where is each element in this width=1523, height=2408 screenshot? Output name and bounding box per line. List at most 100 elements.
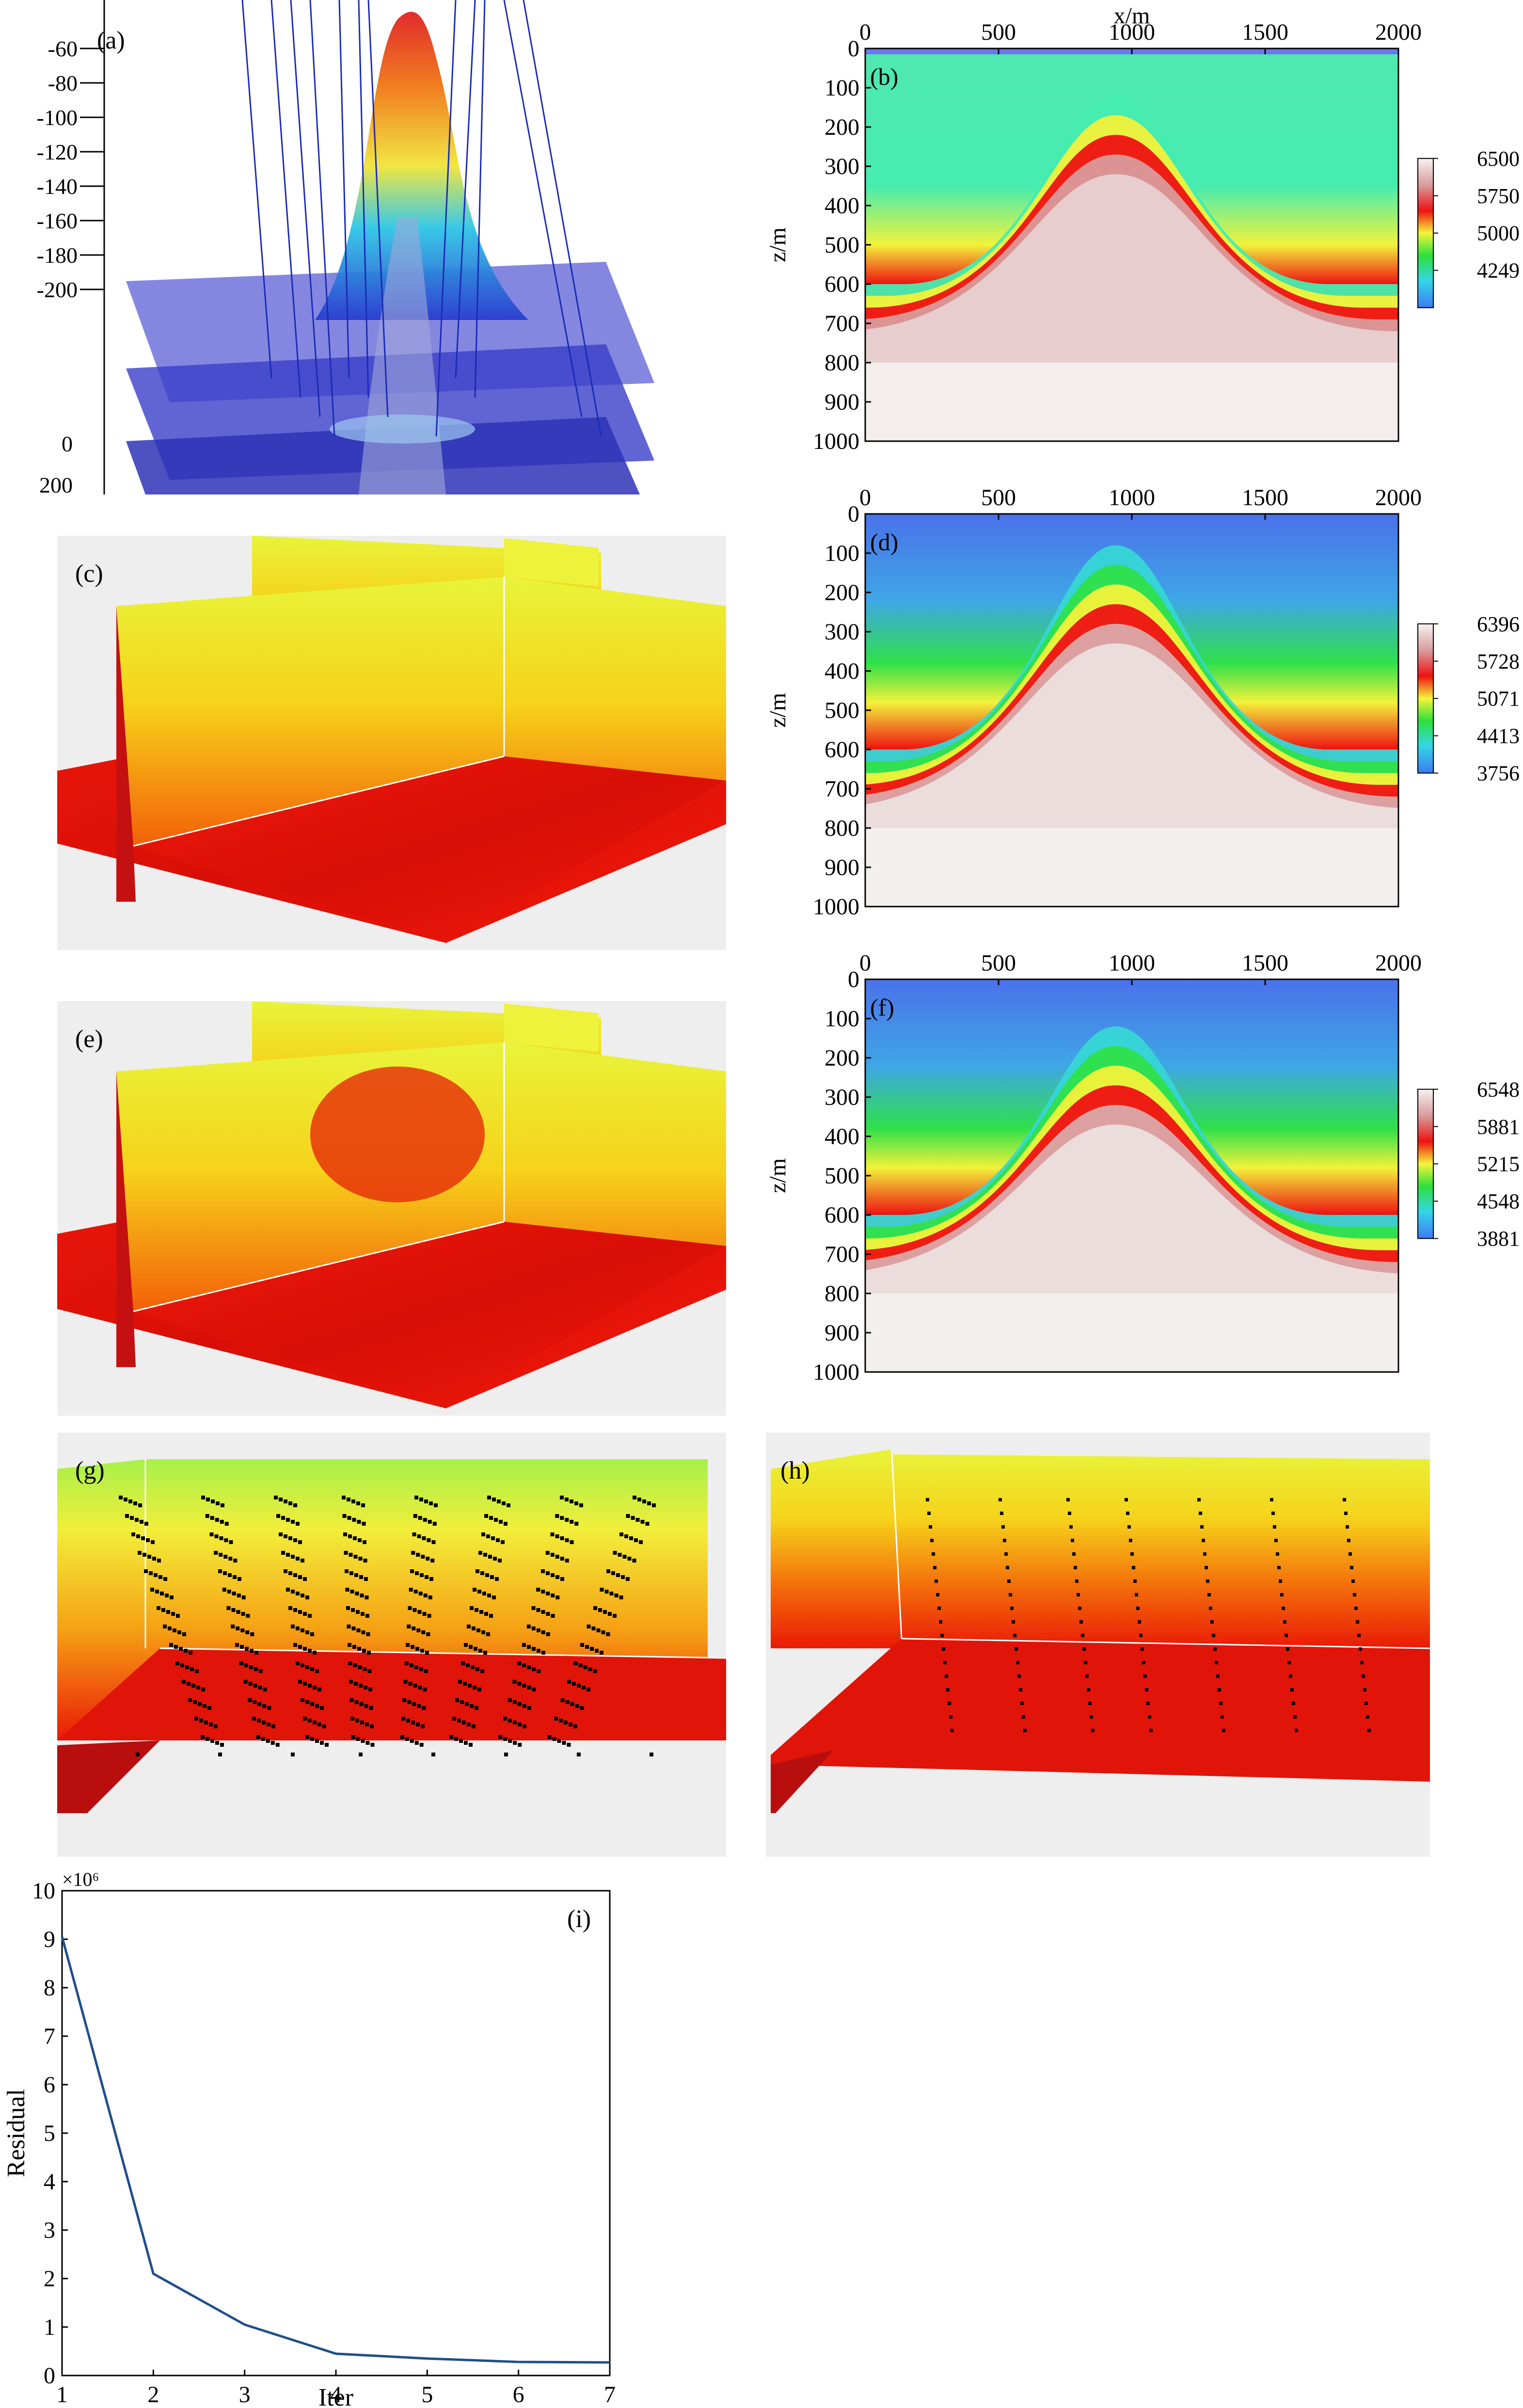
source-point	[286, 1518, 290, 1522]
source-point	[554, 1717, 558, 1721]
source-point	[1271, 1512, 1275, 1515]
colorbar-tick-label: 4548	[1477, 1190, 1520, 1213]
x-tick-label: 2000	[1375, 19, 1422, 45]
source-point	[313, 1686, 317, 1690]
source-point	[345, 1588, 349, 1592]
panel-b-velocity-section: 0 500 1000 1500 2000 x/m 0 100 200 300 400 500 600 70…	[765, 3, 1520, 454]
source-point	[627, 1557, 632, 1561]
source-point	[1209, 1607, 1212, 1610]
panel-e-label: (e)	[75, 1025, 103, 1053]
z-tick-label: 0	[848, 501, 859, 527]
source-point	[492, 1498, 496, 1501]
source-point	[291, 1753, 295, 1756]
source-point	[1068, 1512, 1071, 1515]
source-point	[423, 1518, 427, 1522]
source-point	[1139, 1634, 1142, 1637]
source-point	[1205, 1566, 1208, 1569]
source-point	[353, 1663, 357, 1667]
source-point	[1357, 1634, 1361, 1637]
source-point	[1273, 1525, 1276, 1529]
source-point	[412, 1702, 416, 1706]
source-point	[361, 1739, 365, 1743]
source-point	[353, 1555, 358, 1559]
source-point	[560, 1557, 564, 1561]
panel-label: (b)	[870, 63, 898, 90]
source-point	[358, 1665, 362, 1669]
source-point	[420, 1573, 424, 1577]
source-point	[498, 1735, 503, 1739]
source-point	[604, 1590, 609, 1594]
panel-g-3d-with-sources: (g)	[57, 1433, 727, 1857]
source-point	[407, 1700, 412, 1704]
source-point	[541, 1569, 545, 1573]
source-point	[494, 1518, 498, 1522]
source-point	[616, 1573, 620, 1577]
source-point	[1364, 1702, 1368, 1705]
source-point	[449, 1735, 453, 1739]
panel-g-label: (g)	[75, 1457, 105, 1484]
source-point	[252, 1717, 256, 1721]
source-point	[613, 1551, 617, 1555]
source-point	[241, 1595, 246, 1599]
source-point	[477, 1590, 481, 1594]
source-point	[513, 1721, 517, 1724]
source-point	[266, 1739, 270, 1743]
source-point	[357, 1647, 361, 1651]
source-point	[1215, 1661, 1218, 1664]
source-point	[364, 1577, 368, 1581]
residual-y-label: Residual	[2, 2089, 30, 2177]
source-point	[346, 1606, 350, 1610]
source-point	[310, 1702, 314, 1706]
source-point	[210, 1516, 214, 1520]
source-point	[1091, 1729, 1095, 1732]
source-point	[555, 1595, 560, 1599]
source-point	[469, 1743, 473, 1747]
source-point	[577, 1753, 581, 1756]
source-point	[1350, 1566, 1353, 1569]
source-point	[452, 1717, 456, 1721]
source-point	[235, 1643, 239, 1647]
residual-y-tick-label: 10	[32, 1878, 55, 1904]
source-point	[201, 1496, 205, 1499]
z-tick-label: 0	[848, 36, 859, 62]
residual-y-tick-label: 0	[44, 2363, 55, 2389]
source-point	[356, 1628, 361, 1632]
source-point	[933, 1566, 936, 1569]
residual-x-tick-label: 4	[330, 2382, 342, 2408]
x-tick-label: 1500	[1242, 485, 1288, 510]
source-point	[560, 1536, 564, 1540]
source-point	[288, 1606, 292, 1610]
source-point	[258, 1669, 263, 1673]
source-point	[166, 1610, 170, 1614]
ray-path	[338, 0, 350, 379]
source-point	[359, 1684, 363, 1688]
source-point	[175, 1661, 179, 1665]
source-point	[305, 1665, 309, 1669]
source-point	[424, 1499, 428, 1503]
source-point	[296, 1592, 300, 1595]
colorbar-tick-label: 6396	[1477, 612, 1520, 636]
z-tick-label: 900	[825, 855, 859, 880]
source-point	[626, 1514, 630, 1518]
x-tick-label: 0	[859, 19, 871, 45]
source-point	[1016, 1661, 1019, 1664]
z-tick-label: 500	[825, 1163, 859, 1189]
source-point	[361, 1630, 365, 1634]
x-tick-label: 1500	[1242, 19, 1288, 45]
residual-plot-frame	[61, 1890, 611, 2376]
ray-path	[474, 0, 486, 398]
depth-tick-label: -100	[37, 105, 78, 130]
source-point	[512, 1700, 517, 1704]
source-point	[140, 1520, 143, 1524]
source-point	[151, 1540, 155, 1544]
source-point	[226, 1606, 231, 1610]
source-point	[310, 1737, 314, 1741]
peak-intersection-glow	[330, 415, 475, 444]
source-point	[573, 1724, 577, 1728]
source-point	[250, 1632, 254, 1636]
colorbar	[1417, 623, 1434, 774]
residual-y-tick-label: 3	[44, 2217, 55, 2243]
source-point	[481, 1630, 485, 1634]
source-point	[626, 1577, 630, 1581]
source-point	[587, 1625, 591, 1628]
